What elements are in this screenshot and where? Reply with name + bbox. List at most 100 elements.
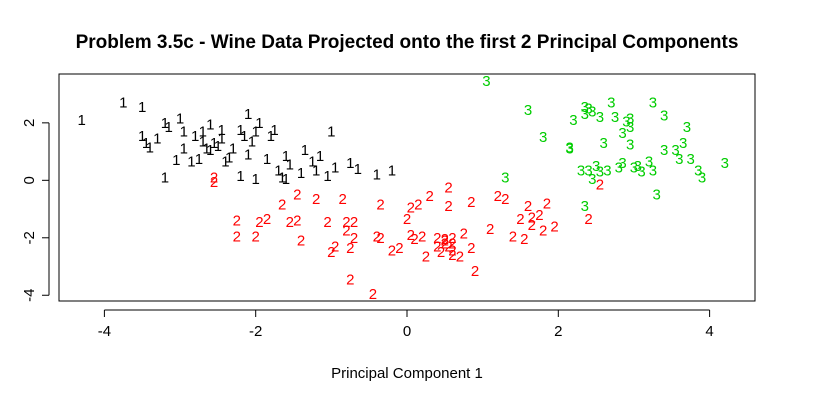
data-point-class-2: 2 [448,243,456,260]
data-point-class-2: 2 [278,197,286,214]
data-point-class-1: 1 [138,128,146,145]
y-tick-label: -4 [21,289,38,302]
data-point-class-1: 1 [267,128,275,145]
data-point-class-1: 1 [301,142,309,159]
data-point-class-3: 3 [630,159,638,176]
data-point-class-1: 1 [202,141,210,158]
data-point-class-2: 2 [550,218,558,235]
data-point-class-3: 3 [588,103,596,120]
data-point-class-1: 1 [165,119,173,136]
data-point-class-3: 3 [660,108,668,125]
data-point-class-1: 1 [180,141,188,158]
data-point-class-1: 1 [217,131,225,148]
data-point-class-1: 1 [297,165,305,182]
data-point-class-3: 3 [637,164,645,181]
data-point-class-3: 3 [565,139,573,156]
data-point-class-3: 3 [626,119,634,136]
data-point-class-2: 2 [252,228,260,245]
data-point-class-3: 3 [634,158,642,175]
y-tick-label: 2 [21,119,38,127]
data-point-class-1: 1 [331,159,339,176]
data-point-class-1: 1 [236,168,244,185]
data-point-class-1: 1 [244,106,252,123]
data-point-class-3: 3 [694,162,702,179]
data-point-class-3: 3 [603,162,611,179]
data-point-class-1: 1 [278,169,286,186]
data-point-class-1: 1 [221,154,229,171]
data-point-class-2: 2 [426,188,434,205]
data-point-class-3: 3 [596,109,604,126]
data-point-class-2: 2 [467,194,475,211]
data-point-class-2: 2 [410,231,418,248]
data-point-class-2: 2 [293,213,301,230]
data-point-class-1: 1 [153,131,161,148]
data-point-class-1: 1 [214,138,222,155]
y-tick-label: -2 [21,231,38,244]
data-point-class-2: 2 [339,191,347,208]
data-point-class-1: 1 [388,162,396,179]
data-point-class-3: 3 [652,187,660,204]
data-point-class-1: 1 [274,162,282,179]
data-point-class-1: 1 [346,155,354,172]
data-point-class-2: 2 [584,211,592,228]
data-point-class-2: 2 [444,238,452,255]
data-point-class-3: 3 [592,158,600,175]
data-point-class-2: 2 [286,214,294,231]
data-point-class-1: 1 [172,152,180,169]
data-point-class-2: 2 [543,195,551,212]
data-point-class-1: 1 [119,95,127,112]
data-point-class-3: 3 [618,125,626,142]
data-point-class-3: 3 [645,154,653,171]
data-point-class-1: 1 [142,135,150,152]
data-point-class-3: 3 [649,162,657,179]
data-point-class-2: 2 [467,240,475,257]
data-point-class-3: 3 [569,112,577,129]
y-tick-label: 0 [21,176,38,184]
data-point-class-2: 2 [501,191,509,208]
data-point-class-2: 2 [323,214,331,231]
data-point-class-2: 2 [471,263,479,280]
data-point-class-2: 2 [433,230,441,247]
data-point-class-2: 2 [494,188,502,205]
data-point-class-1: 1 [78,112,86,129]
axes: -4 -2 0 2 4 -4 -2 0 2 [21,119,714,340]
chart-title: Problem 3.5c - Wine Data Projected onto … [76,32,739,53]
data-points: 11 11111111111111111111111111111111111111… [78,73,729,303]
data-point-class-1: 1 [282,171,290,188]
data-point-class-1: 1 [270,122,278,139]
data-point-class-2: 2 [418,228,426,245]
data-point-class-1: 1 [354,161,362,178]
data-point-class-2: 2 [327,244,335,261]
data-point-class-2: 2 [342,223,350,240]
data-point-class-2: 2 [441,233,449,250]
data-point-class-1: 1 [217,122,225,139]
data-point-class-2: 2 [509,228,517,245]
data-point-class-1: 1 [161,115,169,132]
data-point-class-2: 2 [388,243,396,260]
data-point-class-1: 1 [146,139,154,156]
data-point-class-2: 2 [448,236,456,253]
data-point-class-3: 3 [683,119,691,136]
data-point-class-2: 2 [403,211,411,228]
data-point-class-1: 1 [327,123,335,140]
data-point-class-1: 1 [161,169,169,186]
data-point-class-2: 2 [346,240,354,257]
data-point-class-1: 1 [191,128,199,145]
data-point-class-3: 3 [675,151,683,168]
data-point-class-1: 1 [286,157,294,174]
data-point-class-2: 2 [528,217,536,234]
data-point-class-2: 2 [528,210,536,227]
plot-frame [58,73,756,302]
data-point-class-1: 1 [229,141,237,158]
data-point-class-2: 2 [350,214,358,231]
data-point-class-2: 2 [535,207,543,224]
data-point-class-3: 3 [698,169,706,186]
data-point-class-2: 2 [233,213,241,230]
data-point-class-1: 1 [138,99,146,116]
x-tick-label: -2 [249,323,262,340]
data-point-class-1: 1 [308,154,316,171]
data-point-class-2: 2 [376,230,384,247]
data-point-class-2: 2 [373,228,381,245]
data-point-class-1: 1 [263,151,271,168]
